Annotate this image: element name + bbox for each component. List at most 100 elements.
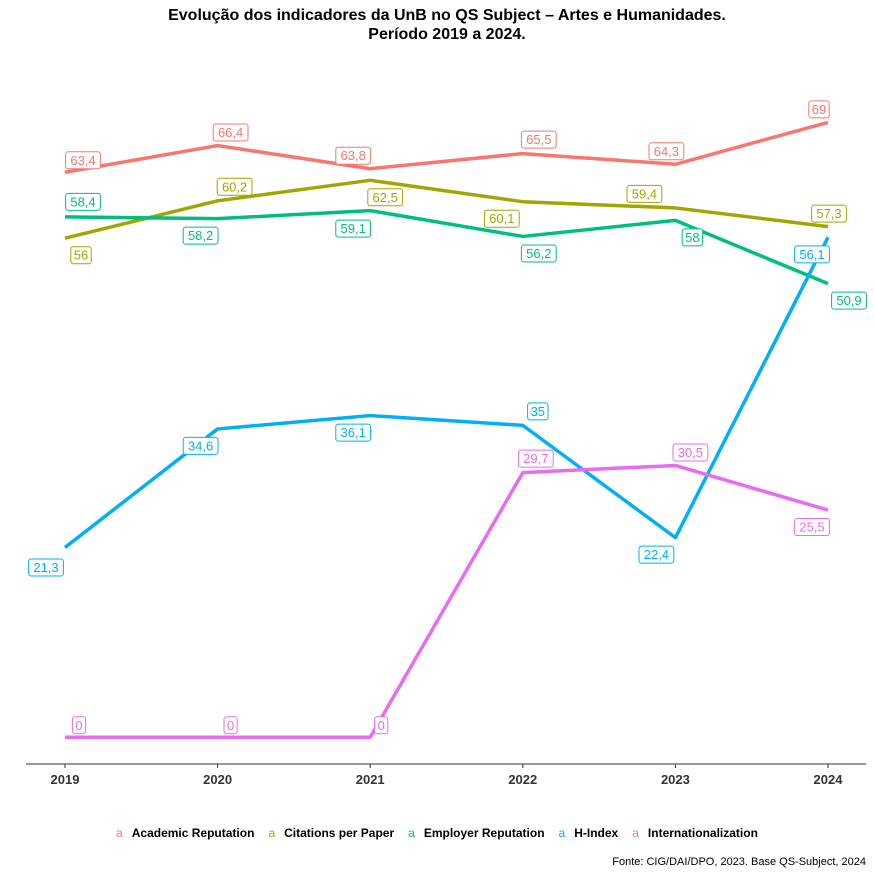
legend-key: a: [116, 826, 123, 840]
data-label-box: [681, 228, 704, 247]
data-label-text: 50,9: [836, 293, 861, 308]
data-label-text: 29,7: [523, 451, 548, 466]
data-label: 69: [808, 100, 830, 119]
data-label-text: 56,1: [799, 247, 824, 262]
data-label-text: 59,1: [341, 221, 366, 236]
data-label-text: 30,5: [678, 445, 703, 460]
data-label-box: [70, 246, 92, 265]
data-label: 0: [71, 716, 87, 735]
data-label: 63,8: [335, 146, 372, 165]
data-label: 65,5: [520, 130, 557, 149]
data-label: 57,3: [811, 204, 847, 223]
data-label-box: [212, 123, 249, 142]
data-label-box: [65, 192, 101, 211]
data-label-text: 64,3: [654, 144, 679, 159]
data-label: 22,4: [638, 545, 675, 564]
data-label-box: [520, 130, 557, 149]
legend-item: a Employer Reputation: [408, 826, 544, 840]
data-label-box: [520, 244, 557, 263]
data-label-text: 35: [531, 404, 545, 419]
data-label-text: 63,8: [341, 148, 366, 163]
data-label-text: 0: [378, 718, 385, 733]
data-label-box: [71, 716, 87, 735]
series-line-internationalization: [65, 463, 829, 740]
data-label: 58,2: [182, 226, 219, 245]
data-label-text: 60,1: [489, 211, 514, 226]
data-label-box: [335, 219, 372, 238]
data-label-box: [648, 142, 685, 161]
legend-key: a: [268, 826, 276, 840]
data-label-text: 58: [685, 230, 699, 245]
legend-item: a H-Index: [559, 826, 619, 840]
data-label-box: [527, 402, 549, 421]
data-label: 60,2: [216, 177, 253, 196]
data-label-text: 59,4: [632, 186, 657, 201]
data-label-box: [367, 188, 404, 207]
x-tick-label: 2023: [661, 772, 690, 787]
chart-subtitle: Período 2019 a 2024.: [368, 26, 526, 43]
data-label: 58: [681, 228, 704, 247]
line-chart: 2019 2020 2021 2022 2023 2024 63,4 66,4 63,8 65,5…: [26, 100, 867, 787]
legend: a Academic Reputation a Citations per Paper…: [0, 826, 874, 840]
data-label: 29,7: [517, 449, 554, 468]
data-label: 0: [374, 716, 389, 735]
data-label-text: 63,4: [70, 153, 95, 168]
data-label-box: [182, 226, 219, 245]
data-label-text: 56: [74, 248, 88, 263]
data-label: 0: [223, 716, 238, 735]
legend-label: Internationalization: [647, 826, 758, 840]
data-label: 63,4: [65, 151, 101, 170]
data-label: 56,2: [520, 244, 557, 263]
data-label: 21,3: [28, 558, 64, 577]
data-label-box: [28, 558, 64, 577]
data-label-box: [808, 100, 830, 119]
data-label: 30,5: [672, 443, 709, 462]
data-label-text: 22,4: [644, 547, 669, 562]
data-label: 56: [70, 246, 92, 265]
legend-label: Employer Reputation: [423, 826, 545, 840]
data-label: 50,9: [831, 291, 867, 310]
data-label-box: [831, 291, 867, 310]
data-label: 62,5: [367, 188, 404, 207]
legend-item: a Citations per Paper: [268, 826, 394, 840]
data-label-box: [811, 204, 847, 223]
data-label-text: 36,1: [341, 425, 366, 440]
series-line-h-index: [63, 236, 830, 549]
x-tick-label: 2022: [508, 772, 537, 787]
data-label-text: 56,2: [526, 246, 551, 261]
data-label-box: [483, 209, 520, 228]
series-line-employer-reputation: [64, 208, 829, 286]
data-label-text: 60,2: [222, 179, 247, 194]
data-label: 25,5: [794, 518, 830, 537]
x-tick-label: 2019: [51, 772, 80, 787]
data-label: 59,4: [626, 184, 663, 203]
data-label: 34,6: [182, 436, 219, 455]
legend-item: a Academic Reputation: [116, 826, 254, 840]
data-label-text: 69: [812, 102, 826, 117]
legend-label: H-Index: [574, 826, 619, 840]
data-label-text: 66,4: [218, 125, 243, 140]
data-label-text: 0: [75, 718, 82, 733]
data-label-box: [517, 449, 554, 468]
legend-item: a Internationalization: [632, 826, 758, 840]
data-label-box: [182, 436, 219, 455]
legend-label: Citations per Paper: [284, 826, 395, 840]
data-label: 56,1: [794, 245, 830, 264]
data-label-box: [638, 545, 675, 564]
legend-label: Academic Reputation: [131, 826, 255, 840]
data-label-box: [794, 245, 830, 264]
data-label-box: [335, 423, 372, 442]
data-label: 36,1: [335, 423, 372, 442]
data-label: 35: [527, 402, 549, 421]
x-tick-label: 2021: [356, 772, 385, 787]
data-label-text: 57,3: [816, 206, 841, 221]
legend-key: a: [408, 826, 415, 840]
x-tick-label: 2020: [203, 772, 232, 787]
series-line-citations-per-paper: [64, 178, 829, 240]
legend-key: a: [632, 826, 639, 840]
data-label-text: 0: [227, 718, 234, 733]
data-label-box: [216, 177, 253, 196]
data-label-text: 34,6: [188, 438, 213, 453]
chart-title: Evolução dos indicadores da UnB no QS Su…: [0, 6, 874, 44]
data-label-box: [374, 716, 389, 735]
